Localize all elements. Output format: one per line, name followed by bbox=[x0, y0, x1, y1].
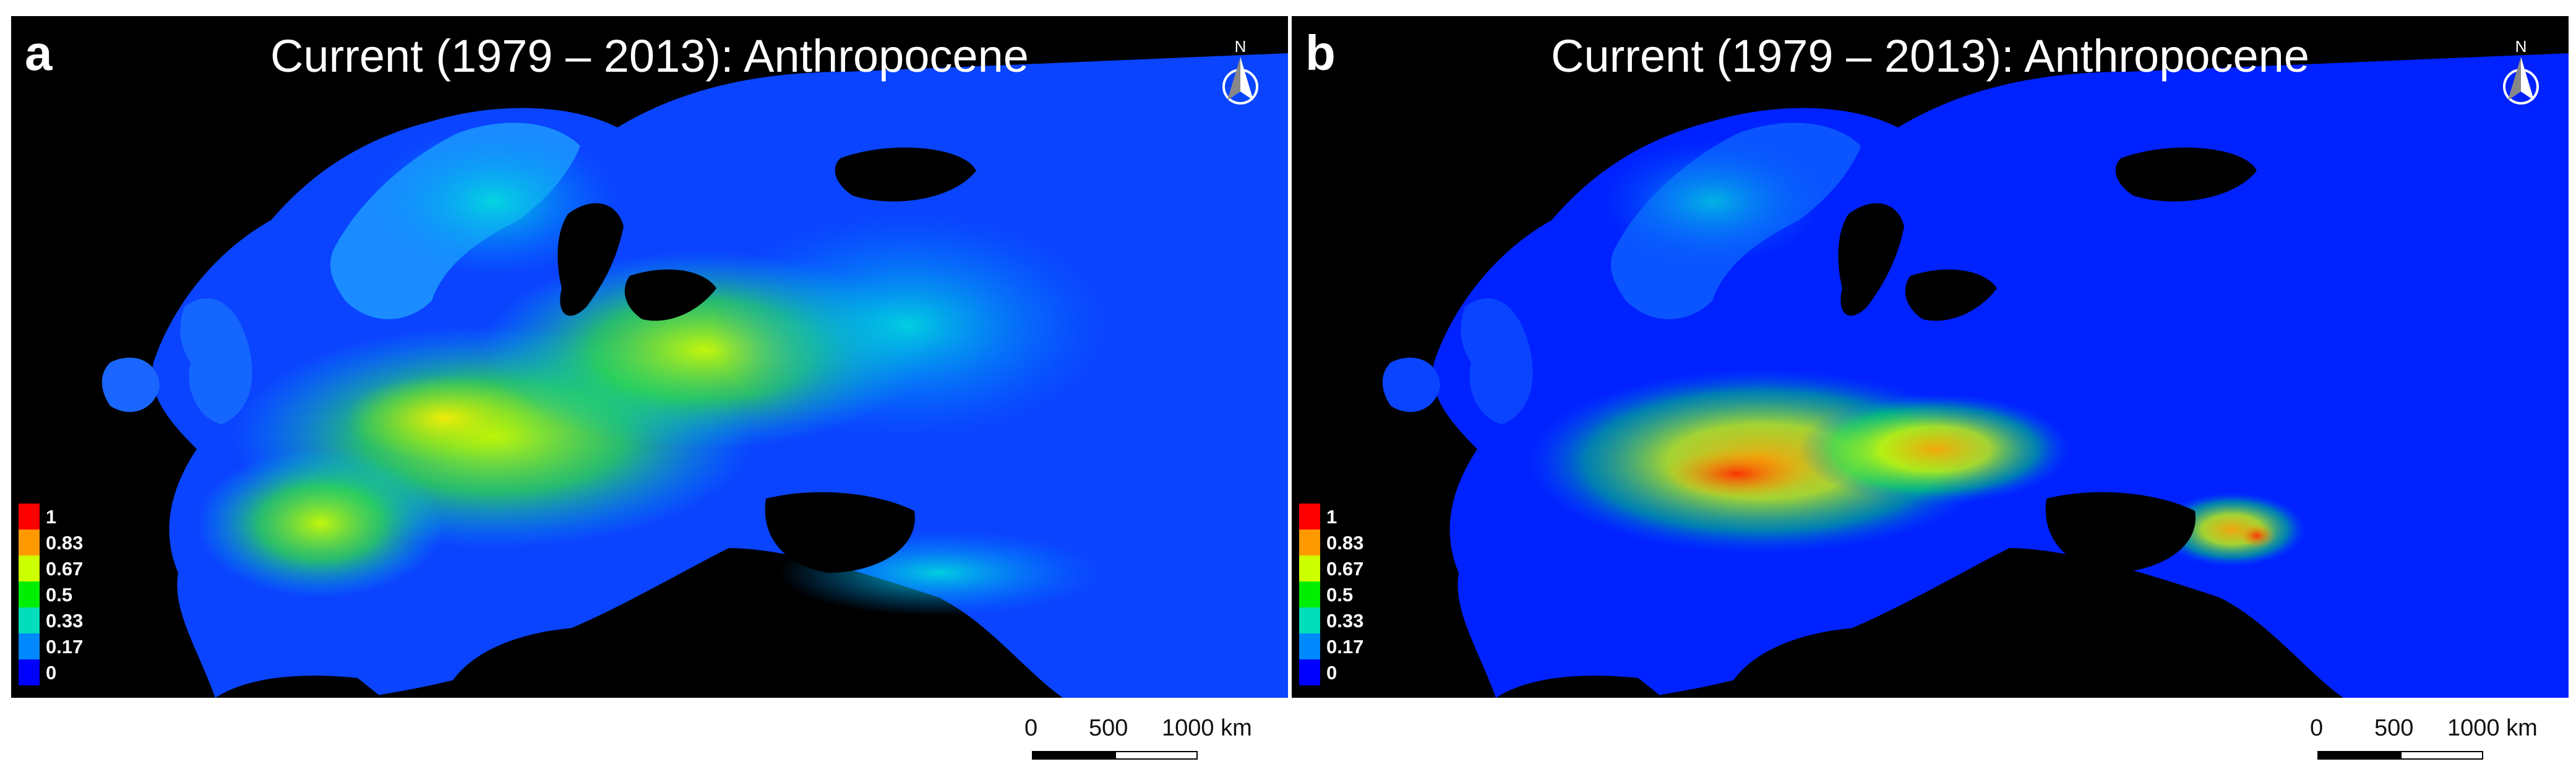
legend-swatch bbox=[1299, 633, 1320, 659]
legend-item: 0.5 bbox=[1299, 581, 1363, 607]
scale-segment-black bbox=[2317, 751, 2400, 760]
north-arrow-icon: N bbox=[1219, 38, 1262, 113]
scale-tick-500: 500 bbox=[1089, 715, 1128, 741]
legend: 1 0.83 0.67 0.5 0.33 0.17 0 bbox=[1299, 504, 1363, 685]
legend-swatch bbox=[1299, 607, 1320, 633]
panel-letter: a bbox=[25, 25, 53, 80]
legend-item: 0 bbox=[1299, 659, 1363, 685]
legend-label: 1 bbox=[46, 505, 57, 528]
legend-item: 0.17 bbox=[1299, 633, 1363, 659]
legend-swatch bbox=[19, 633, 40, 659]
legend-item: 0.5 bbox=[19, 581, 83, 607]
legend-label: 0.33 bbox=[46, 609, 84, 632]
legend-label: 0.17 bbox=[1326, 635, 1364, 658]
north-label: N bbox=[2515, 37, 2527, 56]
scale-segment-black bbox=[1032, 751, 1115, 760]
legend-swatch bbox=[19, 504, 40, 530]
legend-label: 0 bbox=[1326, 661, 1337, 684]
legend-swatch bbox=[19, 607, 40, 633]
legend-label: 0.33 bbox=[1326, 609, 1364, 632]
legend-item: 1 bbox=[1299, 504, 1363, 530]
scale-segment-white bbox=[2400, 751, 2483, 760]
legend-item: 0 bbox=[19, 659, 83, 685]
suitability-map-a bbox=[101, 53, 1288, 698]
legend-label: 1 bbox=[1326, 505, 1337, 528]
map-panel-b: b Current (1979 – 2013): Anthropocene N … bbox=[1292, 16, 2569, 698]
legend-swatch bbox=[1299, 581, 1320, 607]
legend-label: 0.5 bbox=[1326, 583, 1354, 606]
legend-swatch bbox=[19, 581, 40, 607]
scale-bar-a: 0 500 1000 km bbox=[1022, 716, 1257, 760]
legend-swatch bbox=[1299, 659, 1320, 685]
legend-label: 0.83 bbox=[1326, 531, 1364, 554]
legend-item: 0.83 bbox=[19, 530, 83, 555]
scale-tick-500: 500 bbox=[2374, 715, 2414, 741]
scale-segment-white bbox=[1115, 751, 1198, 760]
legend-swatch bbox=[1299, 530, 1320, 555]
legend-item: 0.33 bbox=[1299, 607, 1363, 633]
legend-label: 0 bbox=[46, 661, 57, 684]
scale-tick-0: 0 bbox=[2310, 715, 2324, 741]
legend-item: 0.83 bbox=[1299, 530, 1363, 555]
legend-label: 0.67 bbox=[46, 557, 84, 580]
legend-swatch bbox=[19, 555, 40, 581]
legend-item: 0.33 bbox=[19, 607, 83, 633]
legend-item: 1 bbox=[19, 504, 83, 530]
map-panel-a: a Current (1979 – 2013): Anthropocene N … bbox=[11, 16, 1288, 698]
legend-swatch bbox=[1299, 504, 1320, 530]
legend-label: 0.5 bbox=[46, 583, 73, 606]
scale-bar-b: 0 500 1000 km bbox=[2308, 716, 2543, 760]
north-arrow-icon: N bbox=[2499, 38, 2543, 113]
legend-item: 0.17 bbox=[19, 633, 83, 659]
suitability-map-b bbox=[1382, 53, 2569, 698]
legend-label: 0.17 bbox=[46, 635, 84, 658]
panel-letter: b bbox=[1305, 25, 1336, 80]
legend-item: 0.67 bbox=[19, 555, 83, 581]
scale-tick-1000: 1000 km bbox=[2447, 715, 2538, 741]
north-label: N bbox=[1234, 37, 1247, 56]
scale-tick-1000: 1000 km bbox=[1162, 715, 1252, 741]
legend-swatch bbox=[19, 530, 40, 555]
panel-title: Current (1979 – 2013): Anthropocene bbox=[270, 30, 1029, 82]
panel-title: Current (1979 – 2013): Anthropocene bbox=[1551, 30, 2309, 82]
legend-swatch bbox=[1299, 555, 1320, 581]
legend-swatch bbox=[19, 659, 40, 685]
legend-label: 0.67 bbox=[1326, 557, 1364, 580]
legend-label: 0.83 bbox=[46, 531, 84, 554]
legend-item: 0.67 bbox=[1299, 555, 1363, 581]
scale-tick-0: 0 bbox=[1024, 715, 1038, 741]
legend: 1 0.83 0.67 0.5 0.33 0.17 0 bbox=[19, 504, 83, 685]
